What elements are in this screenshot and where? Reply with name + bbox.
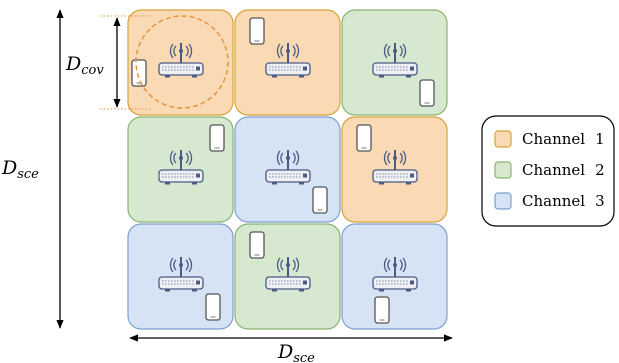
legend-swatch-channel-2 bbox=[494, 161, 512, 179]
d-sce-horizontal-label: Dsce bbox=[277, 341, 315, 363]
legend-label-channel-3: Channel 3 bbox=[522, 192, 605, 210]
legend-swatch-channel-1 bbox=[494, 130, 512, 148]
legend-label-channel-1: Channel 1 bbox=[522, 130, 605, 148]
legend: Channel 1 Channel 2 Channel 3 bbox=[481, 115, 615, 227]
cell-r2-c1 bbox=[127, 116, 234, 223]
smartphone-icon bbox=[249, 17, 265, 45]
smartphone-icon bbox=[131, 59, 147, 87]
cell-r1-c3 bbox=[341, 9, 448, 116]
legend-label-channel-2: Channel 2 bbox=[522, 161, 605, 179]
cell-r3-c3 bbox=[341, 223, 448, 330]
smartphone-icon bbox=[356, 124, 372, 152]
smartphone-icon bbox=[205, 293, 221, 321]
cell-r1-c2 bbox=[234, 9, 341, 116]
cell-r3-c2 bbox=[234, 223, 341, 330]
cell-r2-c2 bbox=[234, 116, 341, 223]
legend-swatch-channel-3 bbox=[494, 192, 512, 210]
cell-r2-c3 bbox=[341, 116, 448, 223]
smartphone-icon bbox=[374, 296, 390, 324]
smartphone-icon bbox=[249, 231, 265, 259]
legend-box bbox=[481, 115, 615, 227]
coverage-circle bbox=[135, 15, 229, 109]
smartphone-icon bbox=[419, 79, 435, 107]
d-cov-guides bbox=[100, 15, 150, 110]
d-sce-vertical-label: Dsce bbox=[1, 157, 39, 182]
d-cov-label: Dcov bbox=[65, 53, 104, 78]
smartphone-icon bbox=[209, 124, 225, 152]
cell-r3-c1 bbox=[127, 223, 234, 330]
cell-r1-c1 bbox=[127, 9, 234, 116]
smartphone-icon bbox=[312, 186, 328, 214]
